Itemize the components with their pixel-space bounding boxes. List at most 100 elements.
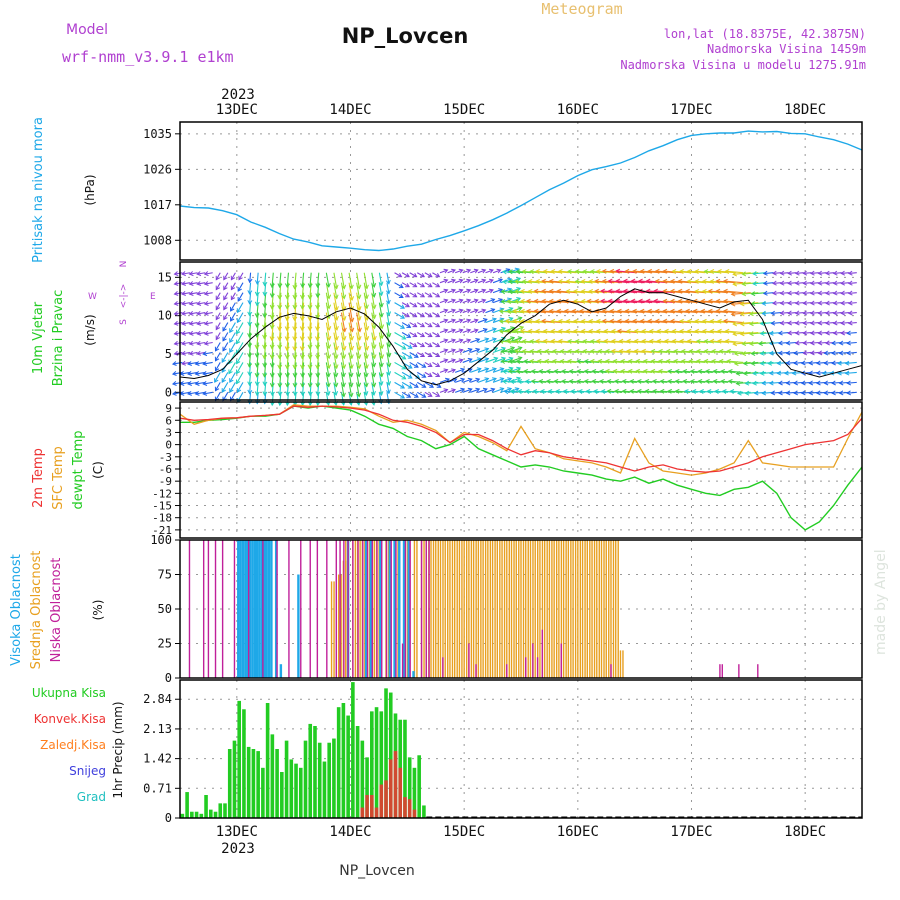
wind-arrowhead [229,378,234,383]
precip-total-bar [237,700,242,818]
wind-arrow [675,380,691,383]
wind-arrowhead [214,346,220,352]
wind-arrowhead [831,380,836,386]
wind-arrowhead [300,372,306,378]
wind-arrow [683,370,698,373]
wind-arrowhead [228,369,233,375]
wind-arrow [492,288,503,294]
wind-arrow [432,302,440,308]
lonlat: lon,lat (18.8375E, 42.3875N) [664,27,866,41]
wind-arrow [477,368,489,373]
wind-arrow [371,272,375,288]
wind-arrowhead [715,278,721,284]
wind-arrowhead [802,330,808,336]
wind-arrowhead [580,278,586,284]
wind-arrowhead [779,290,785,296]
wind-arrowhead [341,354,347,360]
wind-arrowhead [706,389,712,395]
wind-arrow [386,382,390,394]
precip-legend-conv: Konvek.Kisa [34,712,106,726]
precip-conv-bar [379,784,384,818]
wind-arrow [713,380,729,383]
wind-arrowhead [622,278,628,284]
wind-arrow [222,332,229,342]
wind-arrow [818,302,827,304]
wind-arrowhead [679,338,684,344]
wind-arrowhead [427,392,433,397]
wind-arrowhead [582,338,588,344]
wind-arrow [294,362,297,377]
wind-arrow [230,302,236,312]
wind-arrow [816,371,827,374]
wind-arrowhead [846,330,852,336]
wind-arrow [477,309,486,314]
wind-arrowhead [325,372,331,378]
wind-arrow [401,342,413,349]
wind-arrowhead [458,278,464,284]
wind-arrowhead [507,377,513,382]
wind-arrowhead [500,289,506,295]
wind-arrow [530,340,547,344]
wind-arrowhead [802,310,808,316]
elevation: Nadmorska Visina 1459m [707,42,866,56]
wind-arrowhead [476,367,482,373]
wind-arrowhead [490,308,496,313]
wind-arrowhead [466,268,472,274]
wind-arrow [675,370,691,373]
wind-arrowhead [202,381,208,386]
wind-arrow [221,352,229,363]
wind-arrowhead [633,328,639,334]
wind-arrowhead [682,368,688,374]
wind-arrow [417,312,425,318]
wind-arrow [504,390,516,393]
wind-arrowhead [188,301,194,306]
wind-arrowhead [371,314,377,320]
wind-arrow [340,302,346,321]
wind-arrow [263,342,267,359]
wind-arrowhead [371,372,377,378]
wind-arrowhead [535,278,540,284]
wind-arrowhead [591,368,597,374]
wind-arrowhead [247,343,253,348]
wind-arrowhead [315,354,321,360]
wind-arrow [181,272,191,275]
wind-arrowhead [503,389,509,395]
wind-arrowhead [277,372,283,378]
x-tick-label-bottom: 17DEC [670,824,712,840]
wind-arrowhead [492,377,497,382]
wind-arrowhead [802,300,808,306]
wind-arrowhead [277,304,283,310]
wind-arrow [454,368,465,373]
wind-arrow [470,309,479,314]
wind-arrow [492,308,504,314]
wind-arrowhead [247,389,253,395]
wind-arrow [518,380,531,383]
wind-arrowhead [498,328,504,334]
wind-arrowhead [315,372,321,378]
y-tick-label: 1.42 [143,752,172,766]
wind-arrowhead [589,358,595,364]
wind-arrowhead [574,279,580,285]
wind-arrowhead [460,377,466,383]
wind-arrow [462,269,471,274]
wind-arrow [566,280,585,284]
wind-arrowhead [214,356,220,362]
wind-arrowhead [616,308,622,314]
wind-arrow [286,342,290,359]
wind-arrow [539,380,554,383]
wind-arrow [378,282,383,296]
wind-arrow [733,282,751,285]
wind-arrow [309,312,312,331]
wind-arrow [749,341,766,345]
wind-arrow [417,272,425,278]
wind-arrow [690,370,706,373]
precip-total-bar [298,767,303,818]
wind-arrowhead [548,298,554,304]
wind-arrowhead [228,359,233,365]
wind-arrow [542,300,562,304]
wind-arrowhead [802,320,808,326]
wind-arrowhead [334,326,339,331]
wind-arrowhead [427,362,433,367]
wind-arrowhead [667,388,673,394]
wind-arrowhead [484,337,490,343]
